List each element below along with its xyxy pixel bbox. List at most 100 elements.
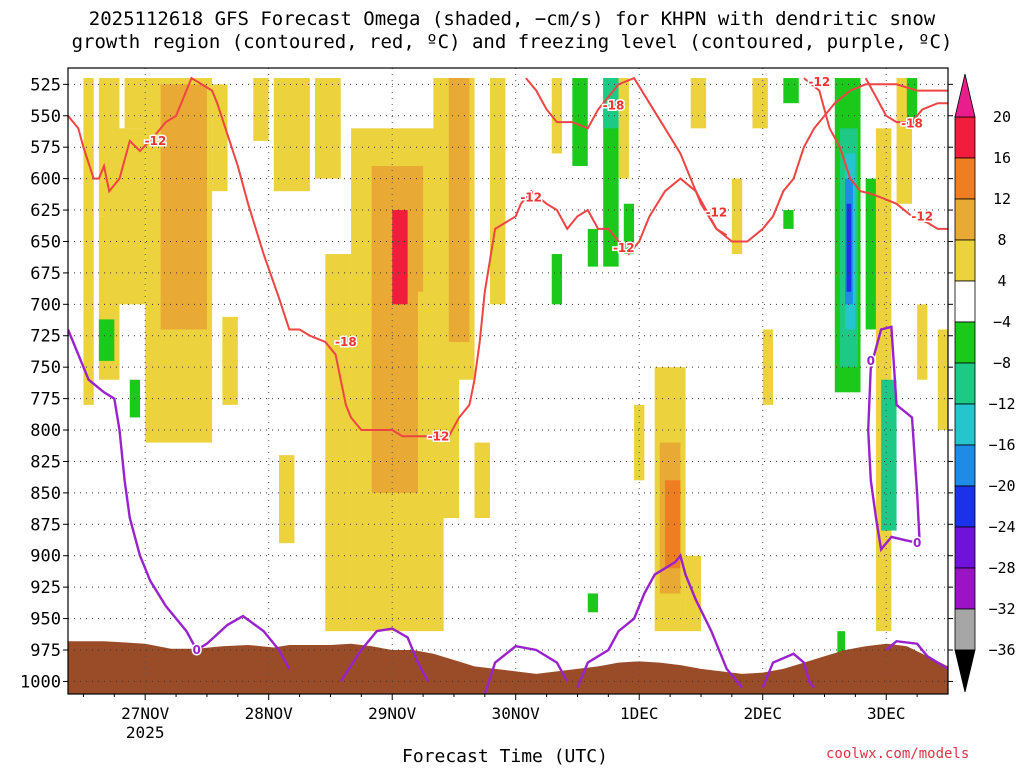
- freezing-contour-label-0: 0: [192, 643, 200, 657]
- x-axis-label: Forecast Time (UTC): [402, 746, 608, 767]
- colorbar-label-8: −16: [988, 436, 1015, 454]
- y-tick-label-650: 650: [30, 232, 61, 252]
- x-tick-label-120: 2DEC: [743, 704, 782, 723]
- omega-cell-16: [325, 254, 352, 632]
- colorbar-swatch-5: [954, 321, 976, 364]
- omega-cell-25: [474, 442, 490, 519]
- chart-title-line-1: 2025112618 GFS Forecast Omega (shaded, −…: [88, 8, 936, 30]
- contour-layer: -12 -18 -12 -12 -18 -12 -12 -12 -18 -12 0 0 0: [68, 73, 948, 694]
- colorbar-swatch-0: [954, 116, 976, 159]
- omega-cell-51: [837, 631, 846, 657]
- freezing-contour-label-1: 0: [867, 354, 875, 368]
- omega-cell-11: [222, 316, 238, 405]
- omega-cell-54: [881, 379, 897, 531]
- colorbar-swatch-1: [954, 157, 976, 200]
- omega-cell-5: [98, 319, 115, 361]
- x-tick-label-72: 30NOV: [492, 704, 541, 723]
- colorbar-swatch-6: [954, 362, 976, 405]
- omega-cell-34: [623, 203, 635, 255]
- dgz-contour-label-0: -12: [145, 134, 167, 148]
- y-tick-label-800: 800: [30, 421, 61, 441]
- y-tick-label-1000: 1000: [20, 672, 61, 692]
- dgz-contour-label-6: -12: [706, 206, 728, 220]
- omega-cell-29: [587, 228, 599, 267]
- omega-cell-0: [83, 78, 94, 405]
- dgz-contour-label-5: -12: [613, 241, 635, 255]
- omega-cell-43: [762, 329, 774, 405]
- y-tick-label-625: 625: [30, 201, 61, 221]
- dgz-contour-label-8: -18: [901, 116, 923, 130]
- credit-text: coolwx.com/models: [826, 746, 970, 762]
- y-tick-label-575: 575: [30, 138, 61, 158]
- chart-title-line-2: growth region (contoured, red, ºC) and f…: [71, 31, 953, 53]
- colorbar-label-9: −20: [988, 477, 1015, 495]
- freezing-contour-1: [339, 627, 430, 683]
- colorbar-label-2: 12: [993, 190, 1011, 208]
- y-tick-label-975: 975: [30, 641, 61, 661]
- colorbar-label-6: −8: [993, 354, 1011, 372]
- colorbar-label-12: −32: [988, 600, 1015, 618]
- colorbar: 20 16 12 8 4 −4 −8 −12 −16 −20 −24 −28 −32 −36: [954, 73, 1016, 693]
- omega-cell-24: [489, 78, 506, 305]
- omega-cell-44: [783, 78, 799, 104]
- freezing-contour-0: [68, 329, 291, 670]
- dgz-contour-label-4: -18: [603, 99, 625, 113]
- omega-cell-28: [572, 78, 588, 167]
- grid-layer: [68, 68, 948, 694]
- colorbar-top-arrow: [954, 73, 976, 118]
- colorbar-swatch-8: [954, 444, 976, 487]
- colorbar-swatch-12: [954, 608, 976, 651]
- terrain-surface: [68, 641, 948, 694]
- omega-cell-15: [315, 78, 341, 179]
- omega-cell-42: [752, 78, 768, 129]
- x-tick-label-24: 28NOV: [245, 704, 294, 723]
- freezing-contour-3: [576, 553, 744, 689]
- omega-cell-33: [618, 78, 629, 179]
- colorbar-swatch-7: [954, 403, 976, 446]
- colorbar-label-3: 8: [997, 231, 1006, 249]
- colorbar-label-7: −12: [988, 395, 1015, 413]
- omega-cell-52: [865, 178, 876, 330]
- y-tick-label-725: 725: [30, 327, 61, 347]
- omega-cell-10: [212, 84, 228, 192]
- dgz-contour-2: [803, 77, 948, 230]
- omega-cell-45: [783, 210, 794, 229]
- colorbar-label-10: −24: [988, 518, 1015, 536]
- y-tick-label-525: 525: [30, 75, 61, 95]
- y-tick-label-950: 950: [30, 610, 61, 630]
- y-tick-label-700: 700: [30, 295, 61, 315]
- freezing-contour-4: [761, 652, 816, 689]
- y-tick-label-600: 600: [30, 170, 61, 190]
- y-tick-label-750: 750: [30, 358, 61, 378]
- colorbar-swatch-2: [954, 198, 976, 241]
- colorbar-swatch-3: [954, 239, 976, 282]
- omega-cell-14: [278, 455, 295, 544]
- colorbar-swatch-9: [954, 485, 976, 528]
- dgz-contour-label-1: -18: [335, 335, 357, 349]
- x-tick-sublabel-0: 2025: [126, 723, 165, 742]
- colorbar-label-13: −36: [988, 641, 1015, 659]
- dgz-contour-label-2: -12: [428, 429, 450, 443]
- plot-frame: [67, 67, 949, 695]
- freezing-contour-5: [866, 325, 921, 553]
- omega-cell-26: [551, 78, 563, 154]
- omega-cell-27: [551, 254, 563, 305]
- omega-cell-41: [731, 178, 743, 255]
- terrain-layer: [68, 641, 948, 694]
- dgz-contour-label-9: -12: [911, 209, 933, 223]
- colorbar-bottom-arrow: [954, 649, 976, 693]
- axis-layer: 525 550 575 600 625 650 675 700 725 750 775 800 825 8…: [20, 67, 953, 742]
- dgz-contour-label-7: -12: [809, 75, 831, 89]
- x-tick-label-96: 1DEC: [620, 704, 659, 723]
- colorbar-label-5: −4: [993, 313, 1011, 331]
- x-tick-label-48: 29NOV: [368, 704, 417, 723]
- omega-cell-58: [937, 329, 948, 431]
- colorbar-label-4: 4: [997, 272, 1006, 290]
- y-tick-label-825: 825: [30, 452, 61, 472]
- colorbar-label-1: 16: [993, 149, 1011, 167]
- omega-cell-50: [846, 203, 852, 292]
- dgz-contour-1: [525, 76, 728, 237]
- freezing-contour-6: [885, 639, 948, 670]
- omega-cell-20: [392, 210, 408, 305]
- omega-cell-12: [253, 78, 269, 141]
